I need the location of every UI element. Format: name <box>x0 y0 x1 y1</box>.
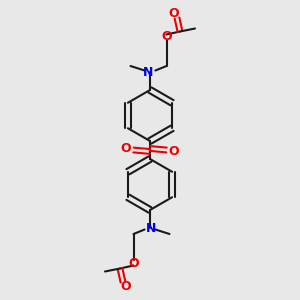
Text: O: O <box>121 142 131 155</box>
Text: O: O <box>169 7 179 20</box>
Text: N: N <box>146 221 157 235</box>
Text: O: O <box>169 145 179 158</box>
Text: O: O <box>121 280 131 293</box>
Text: O: O <box>161 30 172 44</box>
Text: O: O <box>128 256 139 270</box>
Text: N: N <box>143 65 154 79</box>
